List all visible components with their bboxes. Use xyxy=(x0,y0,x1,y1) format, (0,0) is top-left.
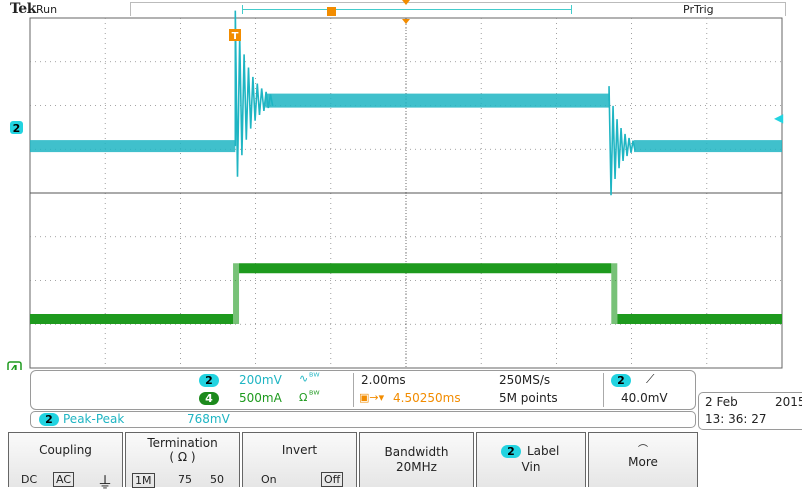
termination-unit: ( Ω ) xyxy=(169,450,196,464)
ch2-falling-edge-ringing xyxy=(608,86,636,196)
trigger-position-label: T xyxy=(232,31,239,42)
bandwidth-button[interactable]: Bandwidth 20MHz xyxy=(359,432,474,487)
measurement-name: Peak-Peak xyxy=(63,412,125,426)
measurement-channel-chip: 2 xyxy=(39,413,59,426)
bandwidth-value: 20MHz xyxy=(396,460,437,474)
more-arrow-icon: ⌒ xyxy=(638,445,648,456)
label-channel-chip: 2 xyxy=(501,445,521,458)
datetime-box: 2 Feb 2015 13: 36: 27 xyxy=(698,392,802,430)
termination-icon: Ω xyxy=(299,391,308,404)
bandwidth-limit-icon-ch4: ᴮᵂ xyxy=(309,390,320,401)
time-scale: 2.00ms xyxy=(361,373,406,387)
coupling-label: Coupling xyxy=(39,443,92,457)
termination-label: Termination xyxy=(147,436,218,450)
label-button[interactable]: 2 Label Vin xyxy=(476,432,586,487)
ground-icon[interactable]: ⏚ xyxy=(97,473,114,492)
delay-icon: ▣→▾ xyxy=(359,391,385,404)
label-value: Vin xyxy=(521,460,541,474)
settings-panel: 2 200mV ∿ ᴮᵂ 4 500mA Ω ᴮᵂ 2.00ms ▣→▾ 4.5… xyxy=(30,370,696,410)
channel-2-scale: 200mV xyxy=(239,373,282,387)
measurement-value: 768mV xyxy=(187,412,230,426)
invert-button[interactable]: Invert On Off xyxy=(242,432,357,487)
status-bar: Tek Run PrTrig xyxy=(0,0,802,18)
trigger-center-icon xyxy=(402,19,410,24)
channel-4-waveform xyxy=(30,263,782,324)
channel-2-chip[interactable]: 2 xyxy=(199,374,219,387)
channel-4-chip[interactable]: 4 xyxy=(199,392,219,405)
channel-2-ground-marker[interactable]: 2 xyxy=(10,121,23,135)
ch4-low-band-after xyxy=(617,314,782,324)
bandwidth-label: Bandwidth xyxy=(384,445,449,459)
ch4-falling-edge xyxy=(611,263,618,324)
record-length: 5M points xyxy=(499,391,558,405)
ch4-rising-edge xyxy=(233,263,240,324)
coupling-ac-selected[interactable]: AC xyxy=(53,472,75,487)
horizontal-delay: 4.50250ms xyxy=(393,391,461,405)
invert-off-selected[interactable]: Off xyxy=(321,472,344,487)
more-label: More xyxy=(628,455,658,469)
ac-coupling-icon: ∿ xyxy=(299,372,309,385)
trigger-point-top-icon xyxy=(402,0,410,5)
ch4-high-band xyxy=(239,263,612,274)
date: 2 Feb xyxy=(705,395,738,409)
invert-label: Invert xyxy=(281,443,318,457)
channel-4-scale: 500mA xyxy=(239,391,282,405)
trigger-level: 40.0mV xyxy=(621,391,668,405)
termination-button[interactable]: Termination ( Ω ) 1M 75 50 xyxy=(125,432,240,488)
ch2-low-band xyxy=(30,140,236,153)
ch4-low-band xyxy=(30,314,234,324)
termination-75[interactable]: 75 xyxy=(178,473,192,486)
trigger-level-marker[interactable]: ◀ xyxy=(774,111,784,125)
sample-rate: 250MS/s xyxy=(499,373,551,387)
more-button[interactable]: ⌒ More xyxy=(588,432,698,487)
side-menu: Coupling DC AC ⏚ Termination ( Ω ) 1M 75… xyxy=(8,432,698,492)
record-view-window[interactable] xyxy=(242,5,572,14)
acquisition-state: Run xyxy=(36,3,58,16)
termination-50[interactable]: 50 xyxy=(210,473,224,486)
coupling-button[interactable]: Coupling DC AC ⏚ xyxy=(8,432,123,492)
year: 2015 xyxy=(775,395,802,409)
bandwidth-limit-icon: ᴮᵂ xyxy=(309,372,320,383)
channel-4-marker-label: 4 xyxy=(11,363,19,370)
channel-4-ground-marker[interactable]: 4 xyxy=(7,361,22,370)
ch2-low-band-after xyxy=(634,140,782,153)
divider xyxy=(353,373,354,407)
rising-edge-icon: ⟋ xyxy=(646,372,655,386)
invert-on[interactable]: On xyxy=(261,473,277,486)
coupling-dc[interactable]: DC xyxy=(21,473,38,486)
trigger-position-top-icon xyxy=(327,7,336,16)
trigger-source-chip[interactable]: 2 xyxy=(611,374,631,387)
trigger-position-marker[interactable]: T xyxy=(229,29,241,42)
measurement-bar[interactable]: 2 Peak-Peak 768mV xyxy=(30,411,696,428)
channel-2-marker-label: 2 xyxy=(13,122,21,135)
termination-1m-selected[interactable]: 1M xyxy=(132,473,155,488)
record-view-frame xyxy=(130,2,786,16)
trigger-status: PrTrig xyxy=(683,3,714,16)
waveform-display: 2 4 T ◀ xyxy=(7,10,784,370)
time: 13: 36: 27 xyxy=(705,412,767,426)
ch2-high-band xyxy=(265,93,610,108)
divider xyxy=(603,373,604,407)
label-label: Label xyxy=(527,444,560,458)
brand-logo: Tek xyxy=(10,1,36,17)
